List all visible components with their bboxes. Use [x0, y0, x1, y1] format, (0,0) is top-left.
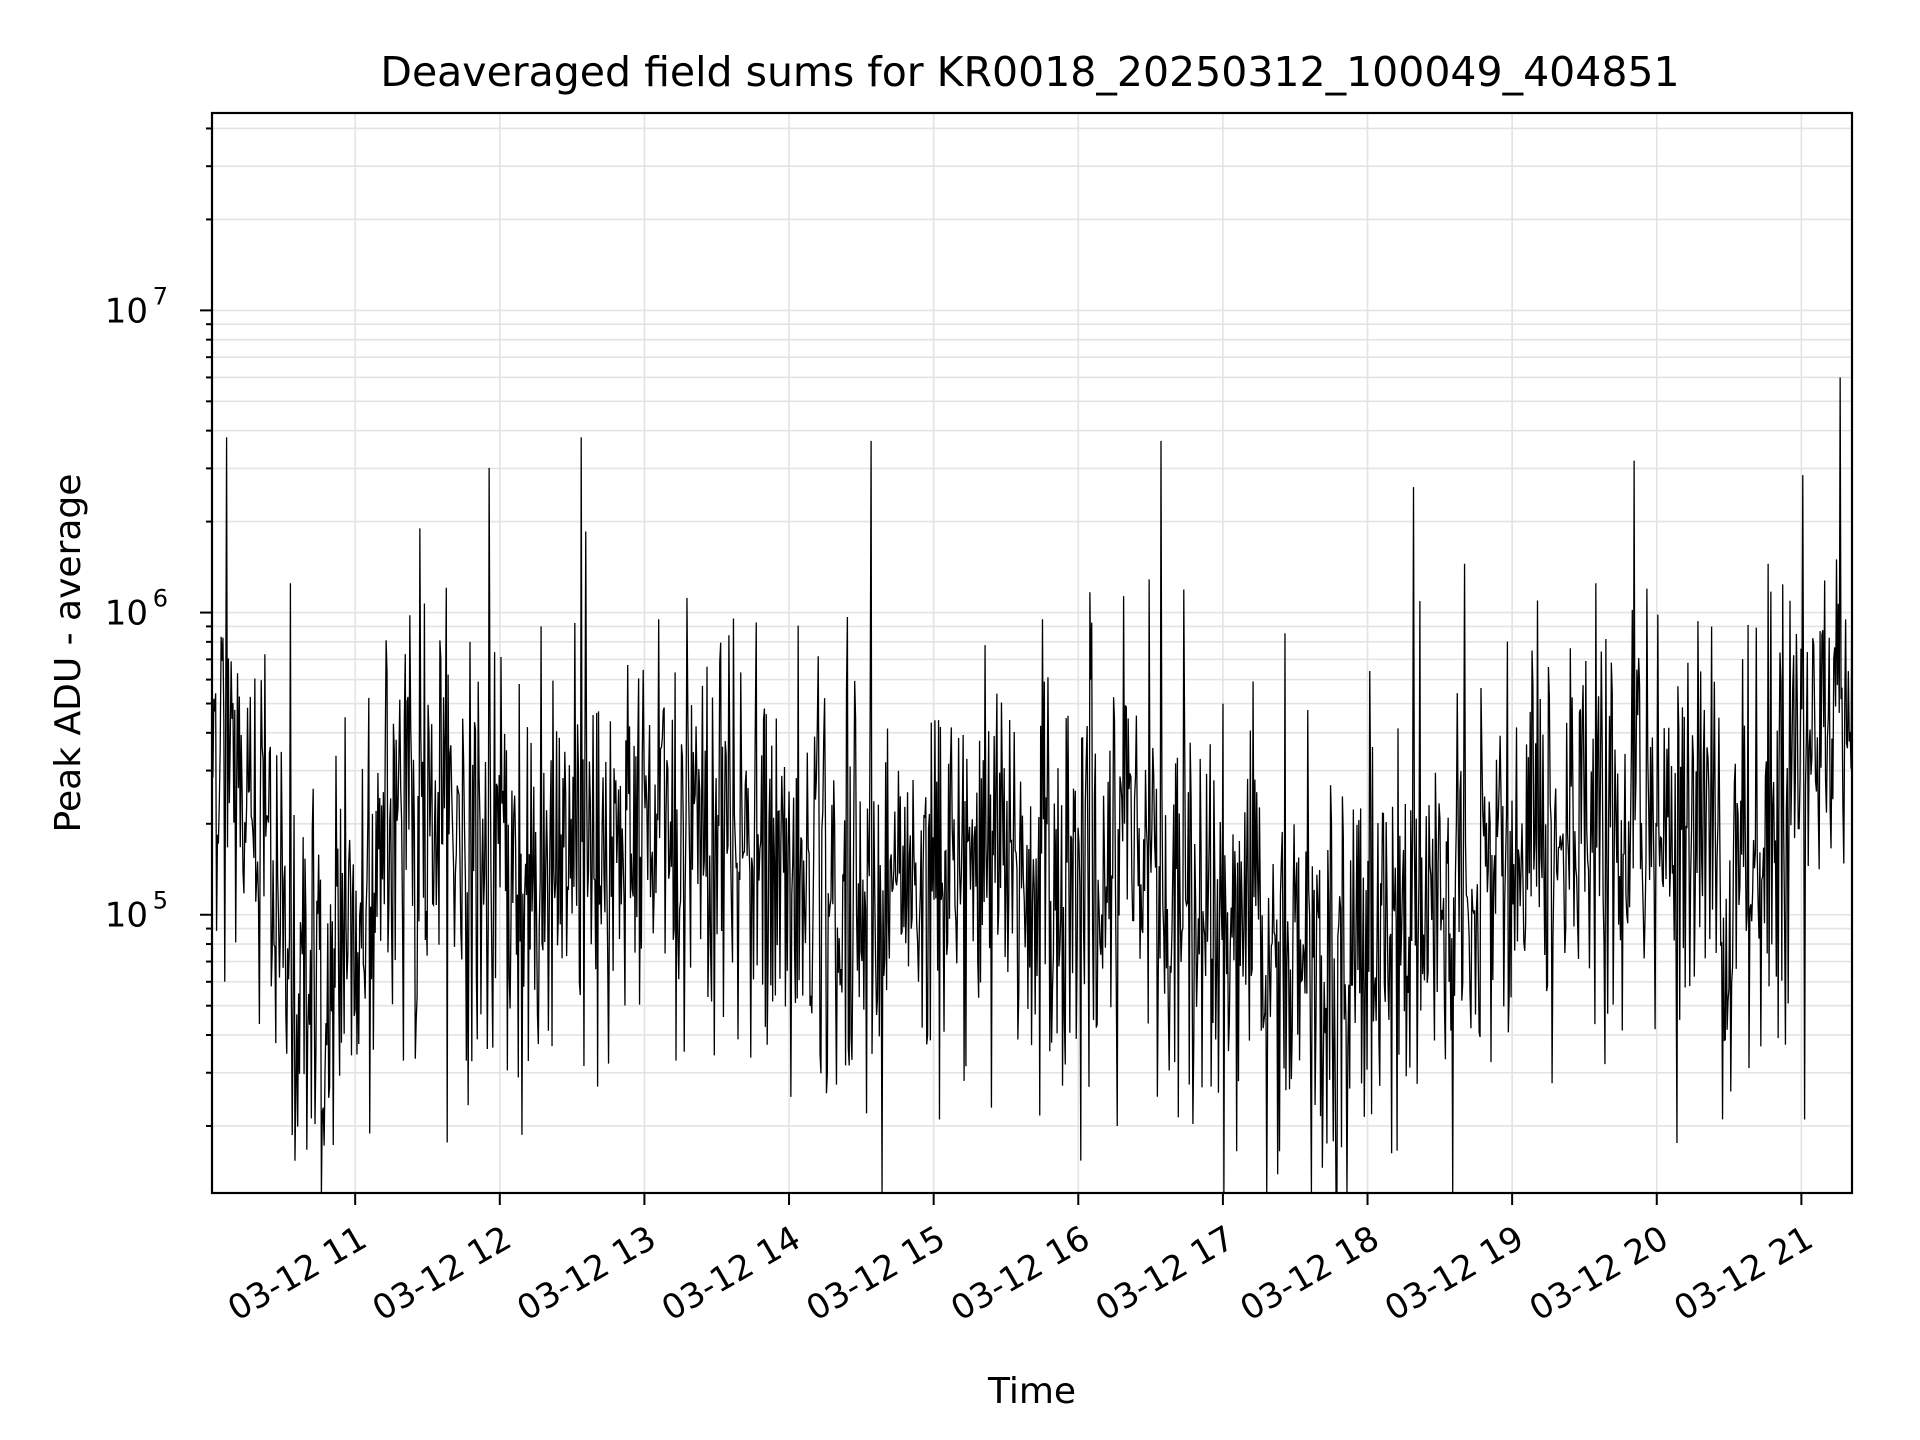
x-tick-label: 03-12 17 [1089, 1218, 1241, 1329]
x-tick-label: 03-12 11 [221, 1218, 373, 1329]
x-tick-label: 03-12 20 [1523, 1218, 1675, 1329]
series-group [211, 377, 1853, 1194]
x-tick-label: 03-12 13 [511, 1218, 663, 1329]
y-tick-label: 10 [105, 291, 148, 331]
x-tick-label: 03-12 15 [800, 1218, 952, 1329]
x-tick-label: 03-12 21 [1667, 1218, 1819, 1329]
chart-title: Deaveraged field sums for KR0018_2025031… [380, 48, 1679, 96]
y-tick-exponent: 5 [153, 887, 168, 915]
x-tick-label: 03-12 14 [655, 1218, 807, 1329]
y-tick-label: 10 [105, 896, 148, 936]
y-tick-exponent: 6 [153, 585, 168, 613]
x-tick-label: 03-12 19 [1378, 1218, 1530, 1329]
x-tick-label: 03-12 18 [1234, 1218, 1386, 1329]
series-line [211, 377, 1853, 1194]
y-tick-exponent: 7 [153, 282, 168, 310]
x-axis-label: Time [987, 1371, 1076, 1412]
x-tick-label: 03-12 16 [944, 1218, 1096, 1329]
x-tick-label: 03-12 12 [366, 1218, 518, 1329]
plot-frame [210, 111, 1854, 1195]
y-tick-label: 10 [105, 594, 148, 634]
y-axis-label: Peak ADU - average [48, 474, 89, 833]
axis-ticks [200, 127, 1803, 1205]
